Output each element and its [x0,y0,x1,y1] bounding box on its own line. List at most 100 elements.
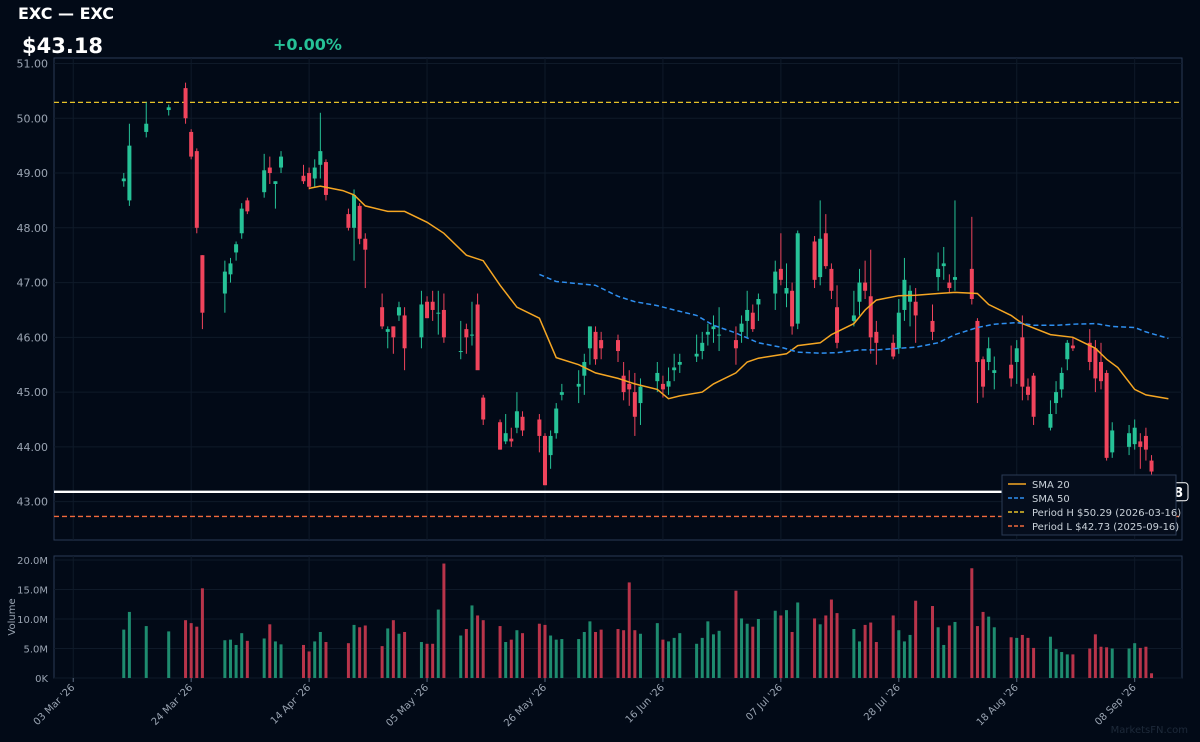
candle-body [818,238,823,278]
candle-body [498,422,503,450]
volume-bar [425,643,429,678]
volume-bar [835,613,839,678]
volume-bar [346,643,350,678]
candle-body [599,340,604,349]
candle-body [542,435,547,486]
volume-bar [599,629,603,678]
volume-bar [1048,636,1052,678]
candle-body [548,435,553,456]
candle-body [357,205,362,239]
candle-body [587,326,592,349]
volume-bar [638,633,642,678]
volume-bar [975,626,979,678]
volume-bar [740,618,744,678]
candle-body [554,408,559,434]
volume-bar [1009,637,1013,678]
volume-bar [403,631,407,678]
price-change: +0.00% [273,35,342,54]
volume-bar [1020,634,1024,678]
volume-bar [711,634,715,678]
volume-bar [942,644,946,678]
volume-bar [891,615,895,678]
price-tick-label: 49.00 [17,167,49,180]
x-tick-label: 24 Mar '26 [150,682,196,728]
candle-body [908,290,913,302]
volume-bar [498,626,502,678]
volume-bar [262,638,266,678]
volume-bar [419,642,423,678]
candle-body [385,329,390,332]
volume-bar [1138,647,1142,678]
volume-bar [745,623,749,678]
volume-bar [661,639,665,678]
candle-body [1093,348,1098,379]
candle-body [1025,386,1030,395]
volume-bar [1127,648,1131,678]
candle-body [863,282,868,291]
candle-body [1098,361,1103,382]
volume-bar [268,624,272,678]
volume-bar [318,631,322,678]
candle-body [947,282,952,289]
volume-bar [672,637,676,678]
candle-body [700,342,705,352]
candle-body [1020,337,1025,387]
candle-body [481,397,486,420]
candle-body [773,271,778,294]
volume-bar [1032,647,1036,678]
candle-body [503,433,508,442]
volume-bar [515,630,519,678]
candle-body [402,315,407,349]
candle-body [969,268,974,299]
volume-bar [1026,637,1030,678]
price-panel-frame [53,57,1183,541]
volume-bar [464,629,468,678]
volume-bar [667,641,671,678]
candle-body [323,162,328,195]
candle-body [419,304,424,338]
volume-bar [751,626,755,678]
volume-bar [184,620,188,678]
candle-body [279,156,284,168]
volume-bar [481,620,485,678]
volume-bar [200,588,204,678]
candle-body [666,381,671,387]
candle-body [273,181,278,184]
volume-bar [1150,673,1154,678]
candle-body [1087,342,1092,362]
candle-body [183,88,188,119]
candle-body [756,299,761,305]
volume-axis-label: Volume [7,598,18,635]
candle-body [425,301,430,319]
candle-body [745,309,750,321]
candle-body [750,312,755,330]
candle-body [952,277,957,280]
volume-series [122,563,1154,678]
volume-bar [476,615,480,678]
volume-bar [582,631,586,678]
volume-tick-label: 20.0M [17,556,48,567]
candle-body [705,331,710,335]
x-tick-label: 16 Jun '26 [624,682,667,725]
volume-bar [273,641,277,678]
candle-body [1048,414,1053,428]
candle-body [189,131,194,157]
price-tick-label: 47.00 [17,277,49,290]
legend-label: Period H $50.29 (2026-03-16) [1032,508,1181,519]
candle-body [441,309,446,338]
candle-body [992,370,997,373]
x-tick-label: 14 Apr '26 [269,682,313,726]
x-tick-label: 08 Sep '26 [1093,682,1139,728]
volume-tick-label: 0K [35,674,48,685]
candlestick-series [121,82,1154,486]
candle-body [1149,460,1154,472]
candle-body [1014,348,1019,362]
volume-bar [594,631,598,678]
candle-body [200,255,205,313]
x-tick-label: 05 May '26 [384,682,431,729]
volume-bar [824,615,828,678]
volume-bar [504,642,508,678]
volume-tick-label: 10.0M [17,615,48,626]
volume-bar [902,641,906,678]
